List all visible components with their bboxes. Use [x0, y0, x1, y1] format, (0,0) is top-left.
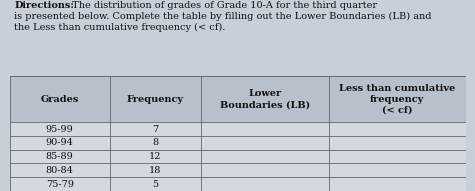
Text: 85-89: 85-89 — [46, 152, 74, 161]
Text: 18: 18 — [149, 166, 162, 175]
Text: 12: 12 — [149, 152, 162, 161]
Text: Frequency: Frequency — [127, 95, 184, 104]
Text: 7: 7 — [152, 125, 159, 134]
Text: 8: 8 — [152, 138, 159, 147]
Text: 5: 5 — [152, 180, 159, 189]
Text: The distribution of grades of Grade 10-A for the third quarter: The distribution of grades of Grade 10-A… — [69, 2, 377, 11]
Text: 95-99: 95-99 — [46, 125, 74, 134]
Bar — [10, 122, 466, 136]
Text: Grades: Grades — [40, 95, 79, 104]
Text: 90-94: 90-94 — [46, 138, 74, 147]
Text: Directions:: Directions: — [14, 2, 74, 11]
Text: Lower
Boundaries (LB): Lower Boundaries (LB) — [220, 89, 310, 109]
Text: 80-84: 80-84 — [46, 166, 74, 175]
Bar — [10, 163, 466, 177]
Bar — [10, 177, 466, 191]
Bar — [10, 150, 466, 163]
Bar — [10, 136, 466, 150]
Text: 75-79: 75-79 — [46, 180, 74, 189]
Text: Less than cumulative
frequency
(< cf): Less than cumulative frequency (< cf) — [339, 84, 455, 115]
Bar — [10, 76, 466, 122]
Text: is presented below. Complete the table by filling out the Lower Boundaries (LB) : is presented below. Complete the table b… — [14, 2, 432, 32]
